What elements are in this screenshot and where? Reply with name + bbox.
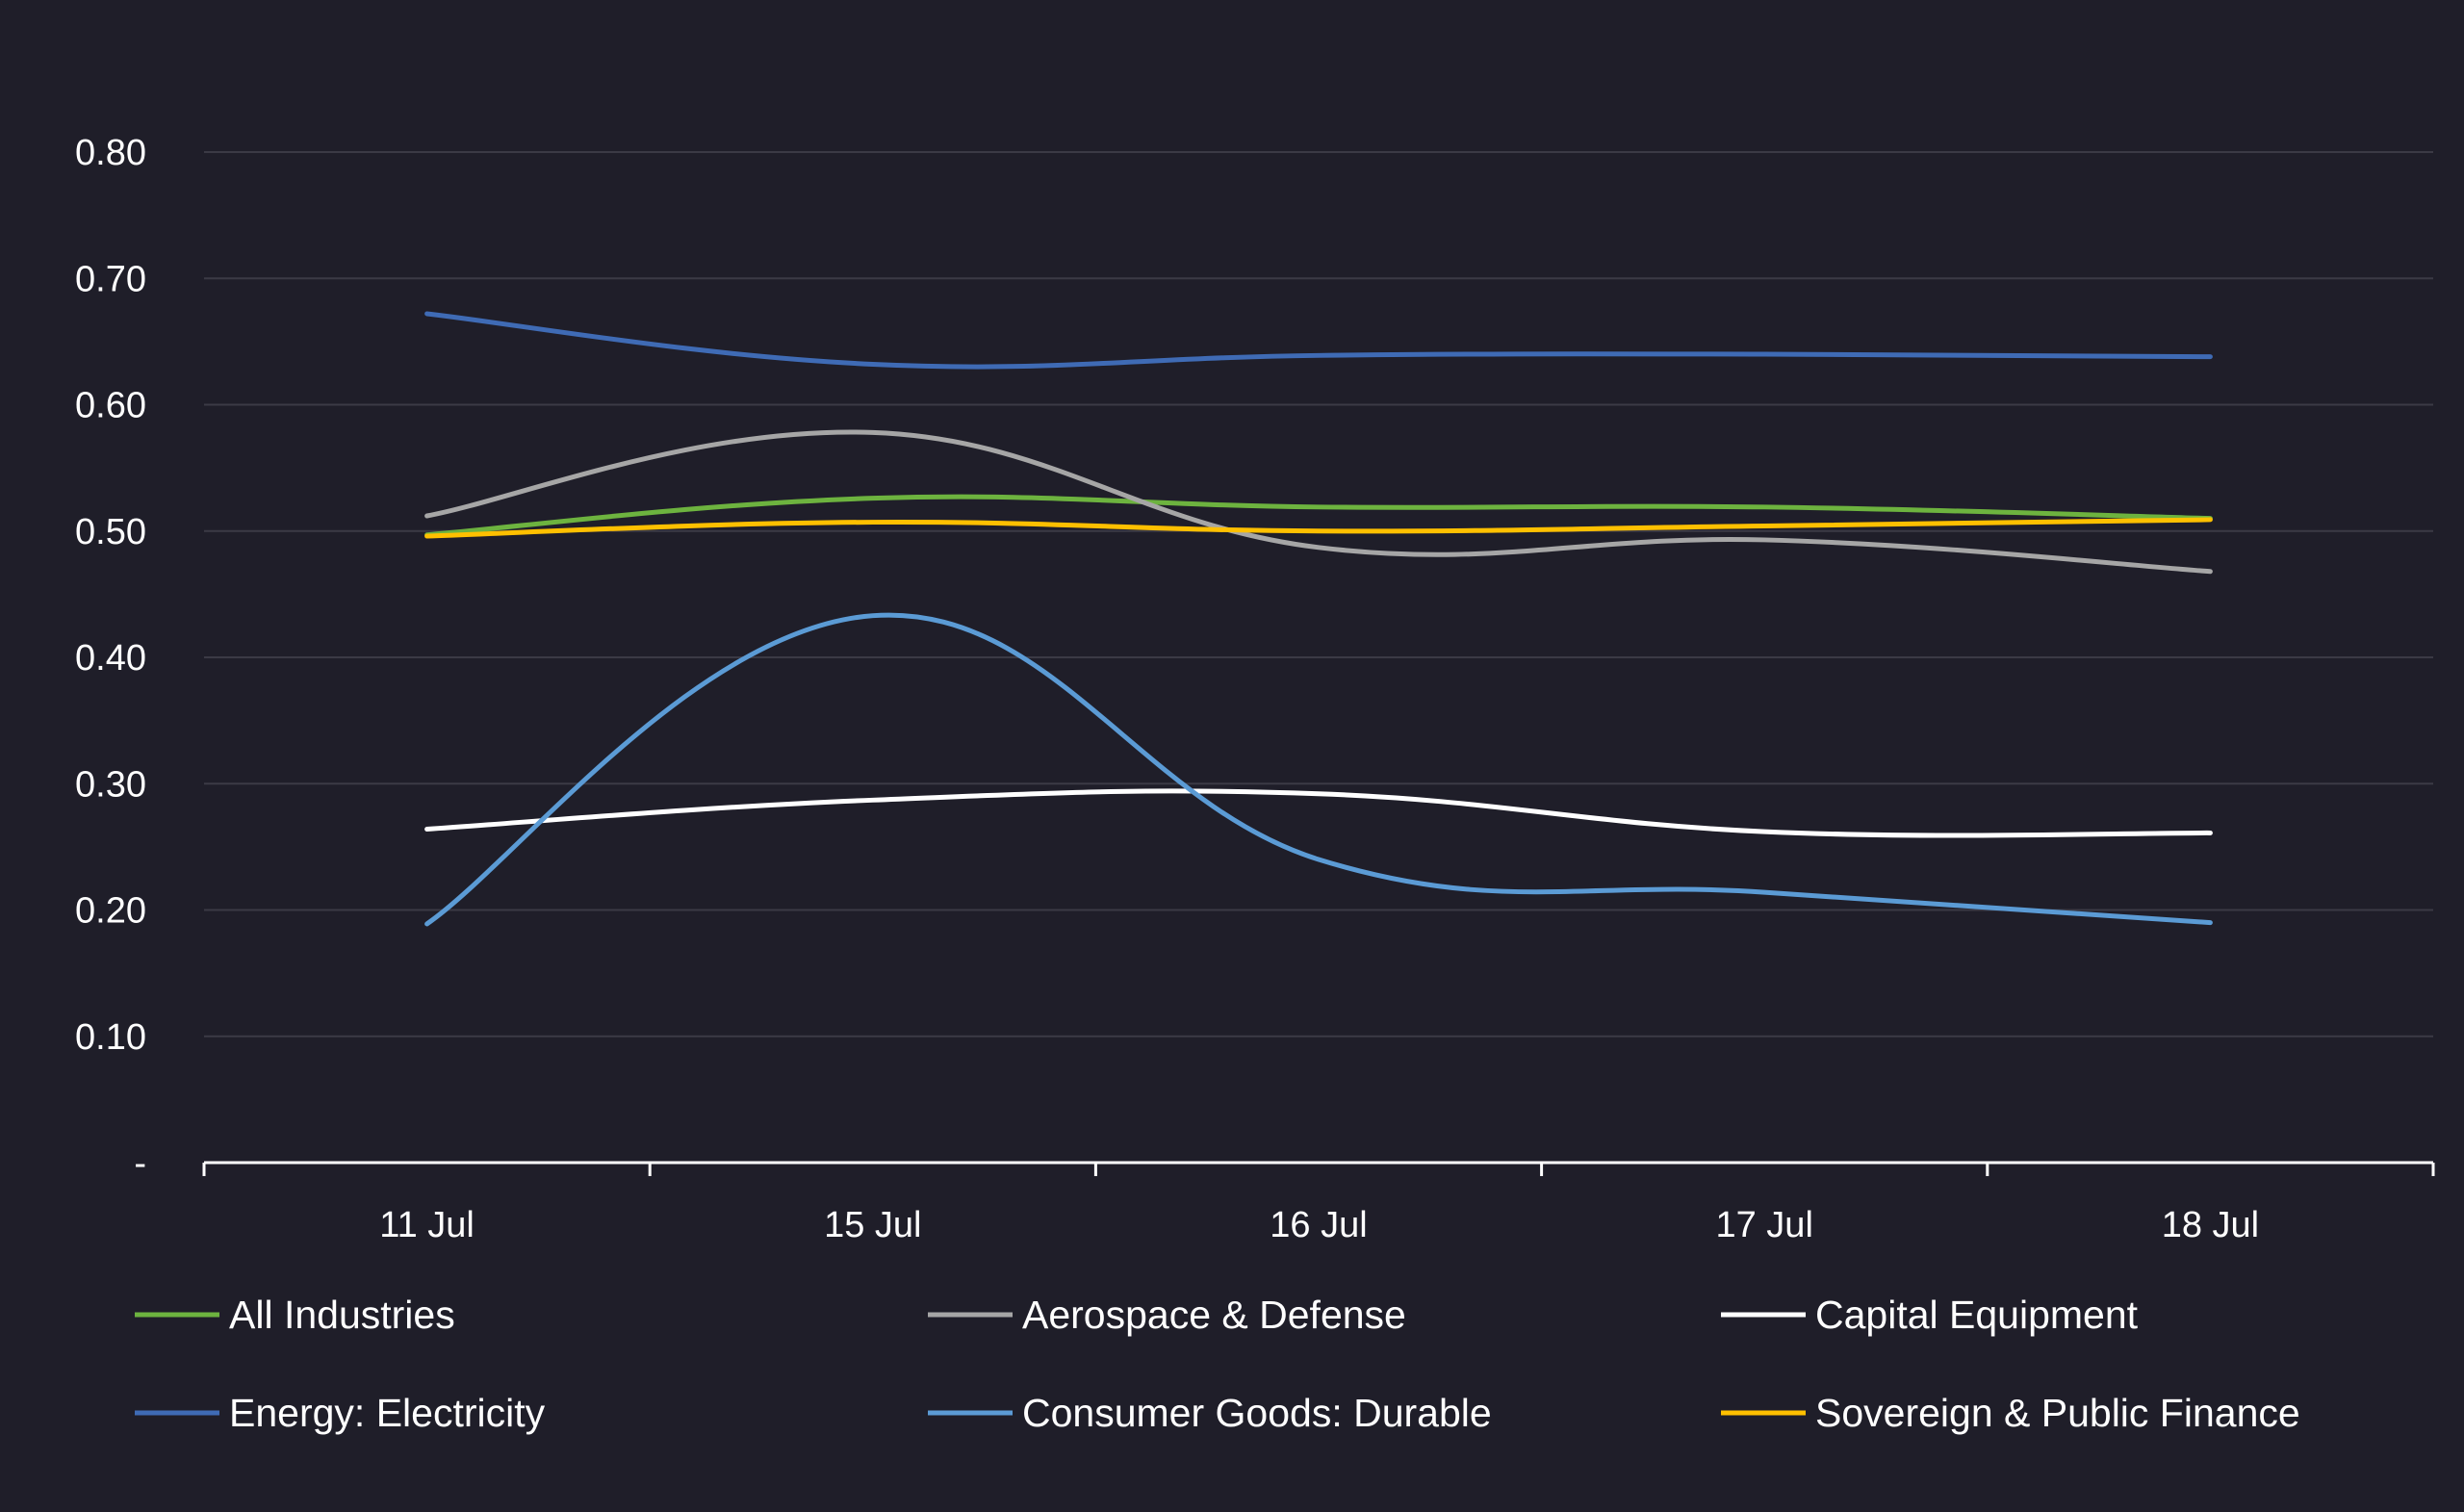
- series-line-sovereign-public-finance: [424, 517, 2213, 539]
- y-tick-label: 0.10: [75, 1017, 146, 1058]
- legend-item-aerospace-defense: Aerospace & Defense: [928, 1293, 1406, 1337]
- y-tick-label: 0.60: [75, 386, 146, 426]
- series-line-consumer-goods-durable: [424, 612, 2213, 927]
- series-lines: [424, 311, 2213, 927]
- y-tick-label: 0.80: [75, 133, 146, 173]
- x-tick-label: 11 Jul: [379, 1205, 475, 1245]
- legend-item-sovereign-public-finance: Sovereign & Public Finance: [1721, 1391, 2300, 1435]
- legend-item-consumer-goods-durable: Consumer Goods: Durable: [928, 1391, 1492, 1435]
- x-axis: 11 Jul 15 Jul 16 Jul 17 Jul 18 Jul: [202, 1161, 2435, 1245]
- legend-label: Aerospace & Defense: [1022, 1293, 1406, 1337]
- y-tick-label: 0.70: [75, 259, 146, 299]
- y-tick-label: 0.40: [75, 638, 146, 679]
- series-line-energy-electricity: [424, 311, 2213, 370]
- legend: All Industries Aerospace & Defense Capital…: [135, 1293, 2300, 1435]
- series-line-all-industries: [424, 494, 2213, 538]
- legend-label: Capital Equipment: [1815, 1293, 2139, 1337]
- series-line-capital-equipment: [424, 788, 2213, 838]
- y-tick-label: 0.50: [75, 512, 146, 552]
- legend-label: Sovereign & Public Finance: [1815, 1391, 2300, 1435]
- y-tick-label: 0.20: [75, 891, 146, 932]
- y-tick-label: -: [134, 1143, 146, 1184]
- gridlines: [204, 151, 2433, 1038]
- x-tick-label: 16 Jul: [1270, 1205, 1367, 1245]
- y-tick-label: 0.30: [75, 764, 146, 805]
- x-tick-label: 18 Jul: [2162, 1205, 2259, 1245]
- x-tick-label: 17 Jul: [1715, 1205, 1812, 1245]
- legend-label: Consumer Goods: Durable: [1022, 1391, 1492, 1435]
- y-axis: 0.80 0.70 0.60 0.50 0.40 0.30 0.20 0.10 -: [75, 133, 146, 1184]
- legend-item-capital-equipment: Capital Equipment: [1721, 1293, 2139, 1337]
- x-tick-label: 15 Jul: [824, 1205, 921, 1245]
- legend-item-all-industries: All Industries: [135, 1293, 455, 1337]
- series-line-aerospace-defense: [424, 429, 2213, 575]
- legend-item-energy-electricity: Energy: Electricity: [135, 1391, 546, 1435]
- legend-label: All Industries: [229, 1293, 455, 1337]
- legend-label: Energy: Electricity: [229, 1391, 546, 1435]
